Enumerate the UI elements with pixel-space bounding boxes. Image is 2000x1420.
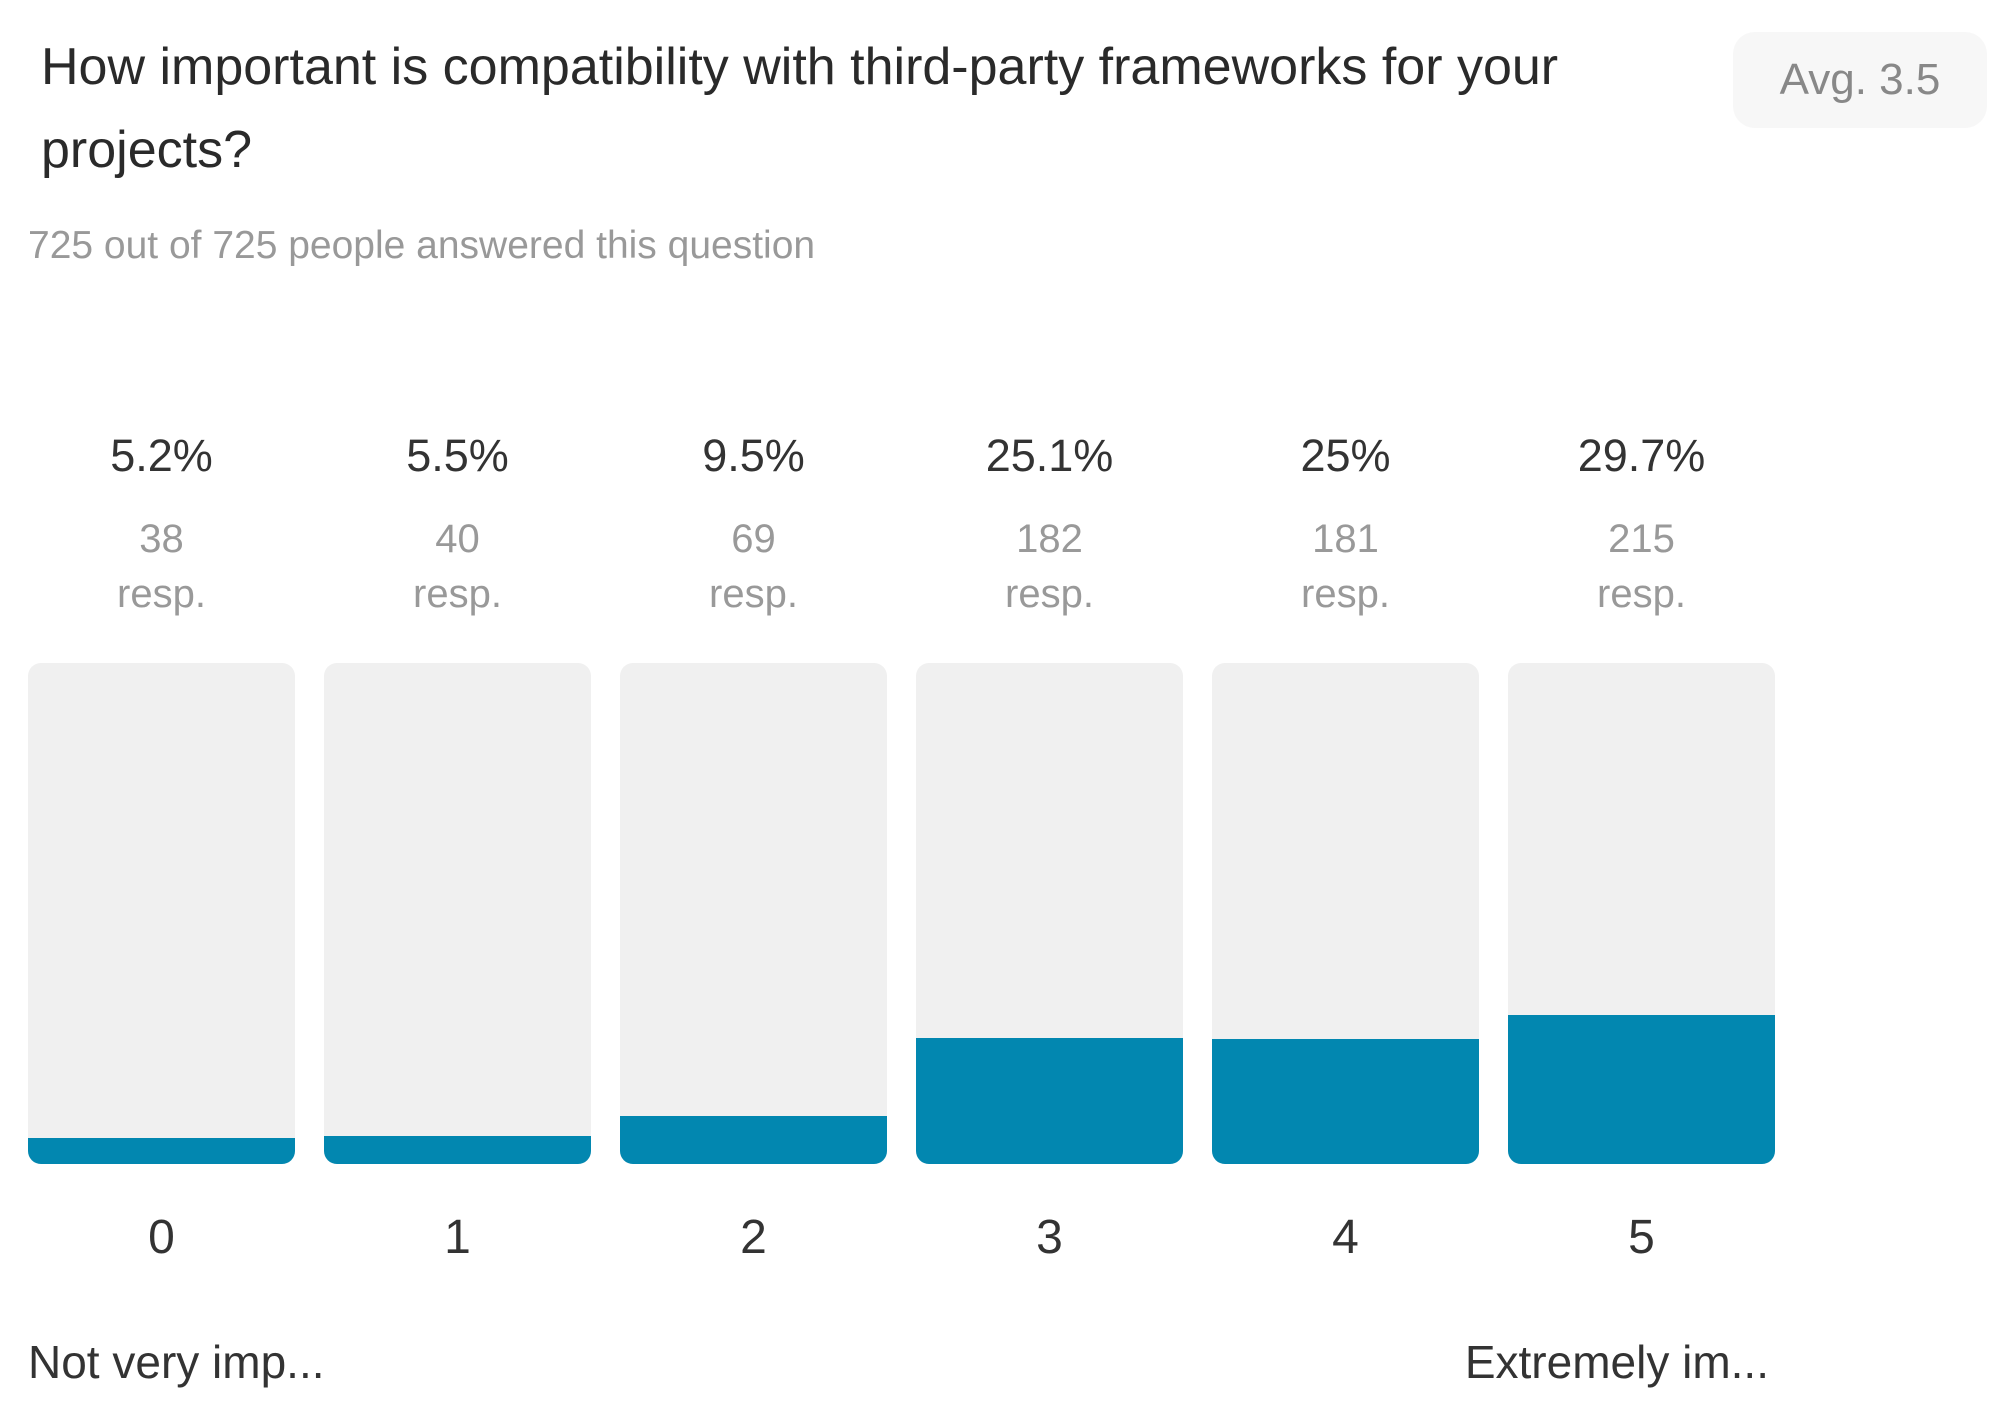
- bar-fill: [1508, 1015, 1775, 1164]
- category-label: 0: [148, 1211, 175, 1264]
- count-label: 38 resp.: [28, 512, 295, 622]
- bar-track: [324, 663, 591, 1164]
- bar-fill: [916, 1038, 1183, 1164]
- percent-label: 25%: [1300, 430, 1391, 481]
- bar-fill: [1212, 1038, 1479, 1164]
- count-label: 215 resp.: [1508, 512, 1775, 622]
- count-unit: resp.: [709, 572, 798, 616]
- count-unit: resp.: [1005, 572, 1094, 616]
- category-label: 3: [1036, 1211, 1063, 1264]
- count-label: 181 resp.: [1212, 512, 1479, 622]
- category-label: 2: [740, 1211, 767, 1264]
- count-unit: resp.: [1597, 572, 1686, 616]
- count-label: 40 resp.: [324, 512, 591, 622]
- count-value: 40: [435, 517, 480, 561]
- count-value: 182: [1016, 517, 1083, 561]
- category-label: 5: [1628, 1211, 1655, 1264]
- count-value: 38: [139, 517, 184, 561]
- count-value: 181: [1312, 517, 1379, 561]
- category-label: 4: [1332, 1211, 1359, 1264]
- average-badge: Avg. 3.5: [1733, 32, 1987, 128]
- count-unit: resp.: [413, 572, 502, 616]
- bar-track: [1212, 663, 1479, 1164]
- count-value: 215: [1608, 517, 1675, 561]
- bar-track: [620, 663, 887, 1164]
- bar-track: [916, 663, 1183, 1164]
- count-label: 182 resp.: [916, 512, 1183, 622]
- bar-fill: [620, 1116, 887, 1164]
- percent-label: 5.2%: [110, 430, 213, 481]
- scale-max-label: Extremely im...: [1464, 1336, 1769, 1388]
- bar-fill: [28, 1137, 295, 1164]
- percent-label: 25.1%: [985, 430, 1114, 481]
- category-label: 1: [444, 1211, 471, 1264]
- bar-track: [1508, 663, 1775, 1164]
- scale-min-label: Not very imp...: [28, 1336, 325, 1388]
- count-unit: resp.: [117, 572, 206, 616]
- response-summary: 725 out of 725 people answered this ques…: [28, 224, 816, 267]
- percent-label: 29.7%: [1577, 430, 1706, 481]
- count-unit: resp.: [1301, 572, 1390, 616]
- bar-fill: [324, 1136, 591, 1164]
- question-title: How important is compatibility with thir…: [41, 38, 1559, 179]
- percent-label: 9.5%: [702, 430, 805, 481]
- count-value: 69: [731, 517, 776, 561]
- bar-track: [28, 663, 295, 1164]
- count-label: 69 resp.: [620, 512, 887, 622]
- percent-label: 5.5%: [406, 430, 509, 481]
